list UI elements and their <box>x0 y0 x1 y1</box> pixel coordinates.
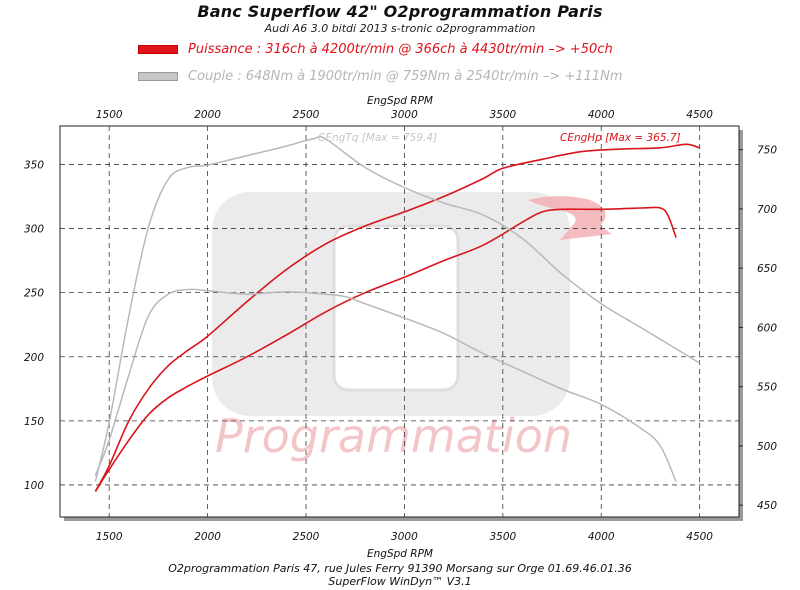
legend-torque-swatch <box>138 71 178 81</box>
y-tick-label-right: 600 <box>757 322 777 334</box>
y-tick-label-left: 300 <box>24 224 44 236</box>
x-tick-label: 4000 <box>588 531 615 543</box>
x-axis-label: EngSpd RPM <box>367 548 433 560</box>
x-tick-label-top: 3500 <box>489 109 516 121</box>
y-tick-label-right: 700 <box>757 204 777 216</box>
x-tick-label: 3000 <box>391 531 418 543</box>
y-tick-label-left: 350 <box>24 159 44 171</box>
chart-title: Banc Superflow 42" O2programmation Paris <box>197 2 603 21</box>
footer-address: O2programmation Paris 47, rue Jules Ferr… <box>168 562 632 575</box>
footer-software: SuperFlow WinDyn™ V3.1 <box>328 575 472 588</box>
legend-torque-label: Couple : 648Nm à 1900tr/min @ 759Nm à 25… <box>188 68 623 84</box>
x-tick-label-top: 4500 <box>686 109 713 121</box>
y-tick-label-right: 500 <box>757 441 777 453</box>
power-max-annotation: CEngHp [Max = 365.7] <box>560 132 681 144</box>
y-tick-label-left: 150 <box>24 416 44 428</box>
chart-subtitle: Audi A6 3.0 bitdi 2013 s-tronic o2progra… <box>264 22 536 35</box>
legend-power-swatch <box>138 44 178 54</box>
x-tick-label-top: 2500 <box>293 109 320 121</box>
x-axis-label-top: EngSpd RPM <box>367 95 433 107</box>
torque-max-annotation: CEngTq [Max = 759.4] <box>318 132 437 144</box>
x-tick-label: 2500 <box>293 531 320 543</box>
grid <box>60 126 739 517</box>
legend-power: Puissance : 316ch à 4200tr/min @ 366ch à… <box>138 40 613 58</box>
watermark-inner-window <box>332 224 460 392</box>
y-tick-label-left: 250 <box>24 288 44 300</box>
legend-torque: Couple : 648Nm à 1900tr/min @ 759Nm à 25… <box>138 67 623 85</box>
ticks: 1500 1500 2000 2000 2500 2500 3000 3000 3500 3500… <box>24 109 777 543</box>
x-tick-label-top: 1500 <box>96 109 123 121</box>
y-tick-label-left: 100 <box>24 480 44 492</box>
series-line-torque-tuned <box>94 135 700 482</box>
series-line-power-stock <box>94 206 677 492</box>
series-line-power-tuned <box>94 143 700 492</box>
y-tick-label-right: 750 <box>757 145 777 157</box>
y-tick-label-right: 450 <box>757 500 777 512</box>
x-tick-label-top: 3000 <box>391 109 418 121</box>
y-tick-label-right: 650 <box>757 263 777 275</box>
x-tick-label: 3500 <box>489 531 516 543</box>
watermark-text: Programmation <box>215 409 572 463</box>
x-tick-label: 1500 <box>96 531 123 543</box>
x-tick-label: 4500 <box>686 531 713 543</box>
y-tick-label-left: 200 <box>24 352 44 364</box>
curves <box>94 135 700 492</box>
x-tick-label-top: 4000 <box>588 109 615 121</box>
watermark-number-two <box>528 196 612 240</box>
legend-power-label: Puissance : 316ch à 4200tr/min @ 366ch à… <box>188 41 613 57</box>
y-tick-label-right: 550 <box>757 382 777 394</box>
x-tick-label-top: 2000 <box>194 109 221 121</box>
watermark-logo: Programmation <box>212 192 612 463</box>
series-line-torque-stock <box>94 288 677 482</box>
x-tick-label: 2000 <box>194 531 221 543</box>
